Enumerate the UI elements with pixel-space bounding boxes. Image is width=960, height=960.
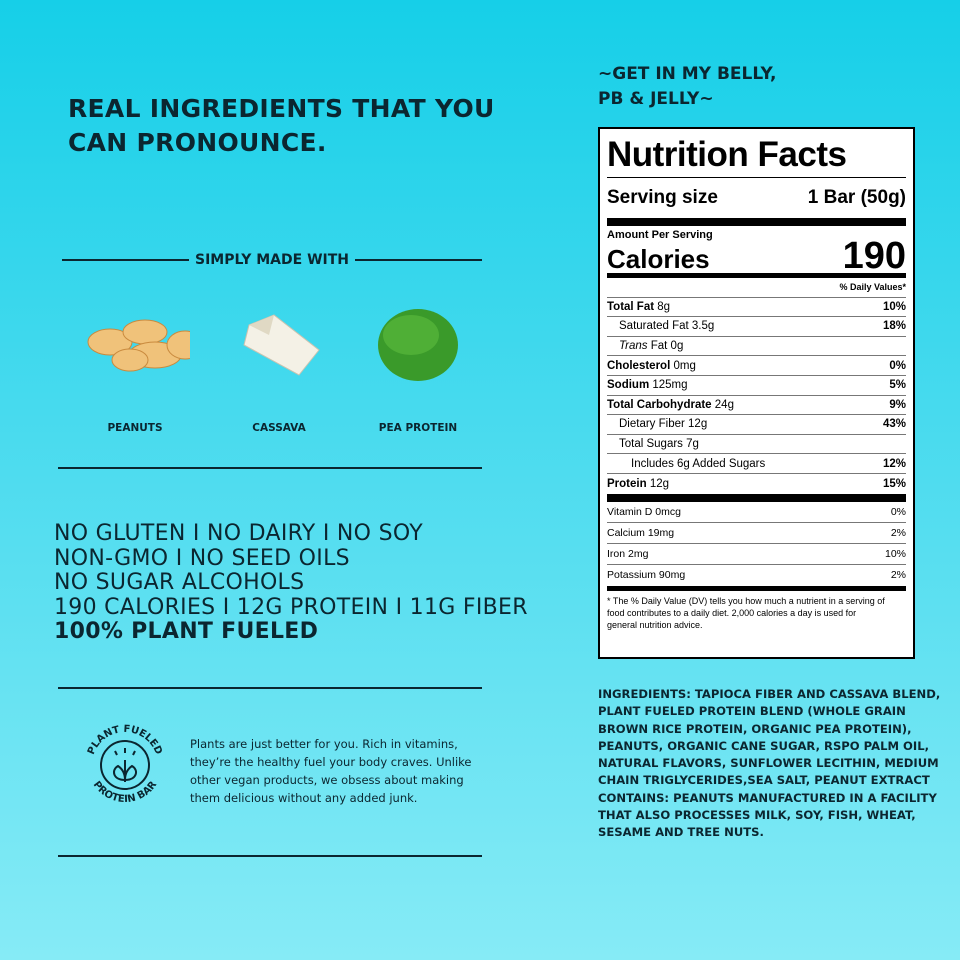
vitamin-row: Potassium 90mg 2%	[607, 569, 906, 582]
divider	[607, 273, 906, 278]
ingredient-pea-protein: PEA PROTEIN	[363, 300, 473, 434]
nutrient-row: Saturated Fat 3.5g 18%	[607, 317, 906, 337]
divider	[607, 493, 906, 502]
divider	[62, 259, 190, 261]
footnote: * The % Daily Value (DV) tells you how m…	[607, 595, 885, 630]
divider	[355, 259, 483, 261]
vitamin-row: Calcium 19mg 2%	[607, 523, 906, 544]
divider	[58, 687, 482, 689]
divider	[58, 855, 482, 857]
made-with-heading: SIMPLY MADE WITH	[62, 252, 483, 268]
ingredient-peanuts: PEANUTS	[80, 300, 190, 434]
claims-list: NO GLUTEN I NO DAIRY I NO SOY NON-GMO I …	[54, 521, 528, 644]
divider	[607, 218, 906, 226]
peanuts-image	[80, 300, 190, 390]
nutrient-row: Trans Fat 0g	[607, 337, 906, 357]
vitamin-row: Iron 2mg 10%	[607, 544, 906, 565]
nutrition-facts-label: Nutrition Facts Serving size 1 Bar (50g) …	[598, 127, 915, 659]
peas-image	[363, 300, 473, 390]
cassava-image	[224, 300, 334, 390]
vitamin-row: Vitamin D 0mcg 0%	[607, 502, 906, 523]
nutrient-row: Total Carbohydrate 24g 9%	[607, 396, 906, 416]
nutrient-row: Total Fat 8g 10%	[607, 298, 906, 318]
divider	[58, 467, 482, 469]
nutrient-row: Protein 12g 15%	[607, 477, 906, 490]
divider	[607, 585, 906, 591]
nutrient-row: Dietary Fiber 12g 43%	[607, 415, 906, 435]
tagline: ~GET IN MY BELLY, PB & JELLY~	[598, 64, 777, 109]
nutrient-row: Cholesterol 0mg 0%	[607, 356, 906, 376]
ingredient-cassava: CASSAVA	[224, 300, 334, 434]
headline: REAL INGREDIENTS THAT YOU CAN PRONOUNCE.	[68, 94, 495, 157]
nutrient-row: Sodium 125mg 5%	[607, 376, 906, 396]
nutrient-row: Includes 6g Added Sugars 12%	[607, 454, 906, 474]
svg-text:PROTEIN BAR: PROTEIN BAR	[91, 779, 160, 805]
blurb: Plants are just better for you. Rich in …	[190, 737, 472, 805]
plant-fueled-badge-icon: PLANT FUELED PROTEIN BAR	[86, 724, 164, 805]
ingredients-text: INGREDIENTS: TAPIOCA FIBER AND CASSAVA B…	[598, 687, 941, 840]
nutrient-row: Total Sugars 7g	[607, 435, 906, 455]
